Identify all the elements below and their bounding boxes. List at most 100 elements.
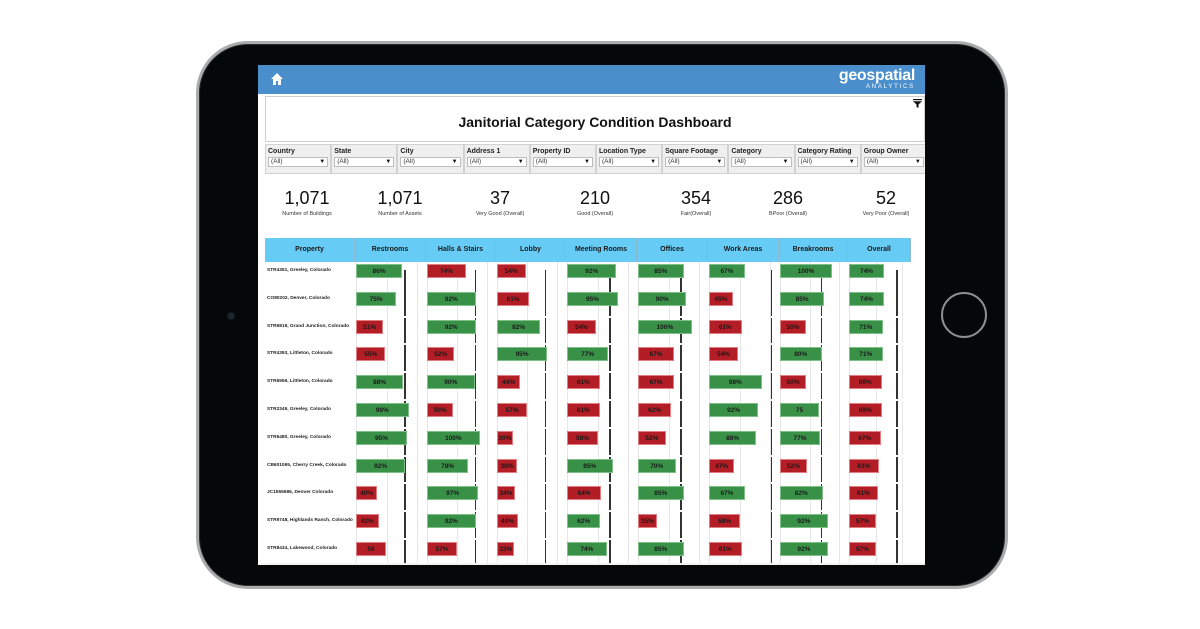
- score-bar-breakrooms[interactable]: 50%: [780, 319, 806, 334]
- score-bar-lobby[interactable]: 30%: [497, 430, 513, 445]
- filter-square-footage-select[interactable]: (All) ▼: [665, 157, 726, 167]
- score-bar-lobby[interactable]: 38%: [497, 458, 518, 473]
- score-bar-overall[interactable]: 57%: [849, 514, 876, 529]
- filter-category-select[interactable]: (All) ▼: [731, 157, 792, 167]
- table-row[interactable]: STR6819, Grand Junction, Colorado 51% 92% 8…: [265, 317, 925, 346]
- score-bar-lobby[interactable]: 33%: [497, 542, 515, 556]
- score-bar-offices[interactable]: 85%: [638, 264, 684, 278]
- filter-state-select[interactable]: (All) ▼: [334, 157, 395, 167]
- chevron-down-icon[interactable]: ▼: [517, 159, 524, 165]
- score-bar-offices[interactable]: 62%: [638, 403, 672, 417]
- table-row[interactable]: STR8434, Lakewood, Colorado 56 57% 33% 74% 85…: [265, 540, 925, 565]
- score-bar-work-areas[interactable]: 54%: [709, 347, 738, 362]
- score-bar-offices[interactable]: 90%: [638, 291, 687, 306]
- score-bar-halls-stairs[interactable]: 57%: [427, 542, 458, 556]
- score-bar-meeting-rooms[interactable]: 61%: [567, 403, 600, 417]
- score-bar-meeting-rooms[interactable]: 64%: [567, 486, 602, 501]
- chevron-down-icon[interactable]: ▼: [650, 159, 657, 165]
- table-row[interactable]: JC1555686, Denver Colorado 40% 97% 34% 64% 85…: [265, 484, 925, 513]
- score-bar-work-areas[interactable]: 45%: [709, 291, 734, 306]
- score-bar-lobby[interactable]: 95%: [497, 347, 548, 362]
- score-bar-work-areas[interactable]: 92%: [709, 403, 759, 417]
- score-bar-lobby[interactable]: 44%: [497, 375, 521, 390]
- score-bar-lobby[interactable]: 34%: [497, 486, 515, 501]
- score-bar-breakrooms[interactable]: 77%: [780, 430, 821, 445]
- score-bar-halls-stairs[interactable]: 90%: [427, 375, 475, 390]
- score-bar-halls-stairs[interactable]: 50%: [427, 403, 454, 417]
- table-row[interactable]: STR9748, Highlands Ranch, Colorado 42% 92%…: [265, 512, 925, 540]
- score-bar-breakrooms[interactable]: 80%: [780, 347, 822, 362]
- score-bar-overall[interactable]: 69%: [849, 375, 882, 390]
- filter-category-rating-select[interactable]: (All) ▼: [797, 157, 858, 167]
- score-bar-overall[interactable]: 71%: [849, 319, 883, 334]
- score-bar-work-areas[interactable]: 61%: [709, 319, 742, 334]
- score-bar-overall[interactable]: 74%: [849, 291, 884, 306]
- score-bar-meeting-rooms[interactable]: 95%: [567, 291, 618, 306]
- filter-location-type-select[interactable]: (All) ▼: [598, 157, 660, 167]
- score-bar-halls-stairs[interactable]: 92%: [427, 319, 476, 334]
- score-bar-offices[interactable]: 100%: [638, 319, 692, 334]
- score-bar-offices[interactable]: 85%: [638, 542, 684, 556]
- score-bar-halls-stairs[interactable]: 97%: [427, 486, 479, 501]
- score-bar-restrooms[interactable]: 40%: [356, 486, 378, 501]
- score-bar-breakrooms[interactable]: 52%: [780, 458, 808, 473]
- score-bar-lobby[interactable]: 61%: [497, 291, 530, 306]
- score-bar-restrooms[interactable]: 88%: [356, 375, 404, 390]
- filter-city-select[interactable]: (All) ▼: [400, 157, 461, 167]
- score-bar-meeting-rooms[interactable]: 77%: [567, 347, 609, 362]
- score-bar-meeting-rooms[interactable]: 92%: [567, 264, 617, 278]
- score-bar-work-areas[interactable]: 58%: [709, 514, 741, 529]
- chevron-down-icon[interactable]: ▼: [782, 159, 789, 165]
- column-header-restrooms[interactable]: Restrooms: [355, 238, 426, 262]
- table-row[interactable]: CB601065, Cherry Creek, Colorado 92% 78% 38…: [265, 456, 925, 485]
- score-bar-lobby[interactable]: 82%: [497, 319, 541, 334]
- score-bar-meeting-rooms[interactable]: 85%: [567, 458, 613, 473]
- filter-address-1-select[interactable]: (All) ▼: [466, 157, 527, 167]
- score-bar-breakrooms[interactable]: 92%: [780, 514, 828, 529]
- score-bar-breakrooms[interactable]: 82%: [780, 486, 823, 501]
- score-bar-restrooms[interactable]: 75%: [356, 291, 397, 306]
- score-bar-meeting-rooms[interactable]: 58%: [567, 430, 599, 445]
- score-bar-work-areas[interactable]: 67%: [709, 264, 745, 278]
- score-bar-restrooms[interactable]: 98%: [356, 403, 409, 417]
- score-bar-restrooms[interactable]: 55%: [356, 347, 386, 362]
- score-bar-meeting-rooms[interactable]: 54%: [567, 319, 596, 334]
- column-header-property[interactable]: Property: [265, 238, 355, 262]
- table-row[interactable]: STR4351, Greeley, Colorado 86% 74% 54% 92% 85…: [265, 262, 925, 290]
- score-bar-halls-stairs[interactable]: 100%: [427, 430, 480, 445]
- score-bar-breakrooms[interactable]: 85%: [780, 291, 825, 306]
- filter-group-owner-select[interactable]: (All) ▼: [863, 157, 924, 167]
- tablet-home-button[interactable]: [941, 292, 987, 338]
- score-bar-breakrooms[interactable]: 75: [780, 403, 819, 417]
- score-bar-breakrooms[interactable]: 92%: [780, 542, 828, 556]
- score-bar-restrooms[interactable]: 92%: [356, 458, 406, 473]
- column-header-meeting-rooms[interactable]: Meeting Rooms: [566, 238, 637, 262]
- filter-icon[interactable]: [913, 99, 922, 108]
- score-bar-restrooms[interactable]: 95%: [356, 430, 407, 445]
- score-bar-halls-stairs[interactable]: 92%: [427, 514, 476, 529]
- table-row[interactable]: STR6556, Littleton, Colorado 88% 90% 44% 61%…: [265, 373, 925, 401]
- score-bar-work-areas[interactable]: 47%: [709, 458, 735, 473]
- score-bar-overall[interactable]: 74%: [849, 264, 884, 278]
- score-bar-offices[interactable]: 35%: [638, 514, 657, 529]
- chevron-down-icon[interactable]: ▼: [848, 159, 855, 165]
- score-bar-breakrooms[interactable]: 100%: [780, 264, 832, 278]
- score-bar-lobby[interactable]: 57%: [497, 403, 528, 417]
- score-bar-halls-stairs[interactable]: 74%: [427, 264, 467, 278]
- home-icon[interactable]: [270, 72, 284, 86]
- score-bar-offices[interactable]: 67%: [638, 347, 674, 362]
- score-bar-overall[interactable]: 67%: [849, 430, 881, 445]
- score-bar-work-areas[interactable]: 88%: [709, 430, 757, 445]
- column-header-offices[interactable]: Offices: [637, 238, 708, 262]
- table-row[interactable]: STR4393, Littleton, Colorado 55% 52% 95% 77%…: [265, 345, 925, 374]
- score-bar-meeting-rooms[interactable]: 61%: [567, 375, 600, 390]
- score-bar-overall[interactable]: 57%: [849, 542, 876, 556]
- chevron-down-icon[interactable]: ▼: [583, 159, 590, 165]
- table-row[interactable]: CO80202, Denver, Colorado 75% 92% 61% 95% 90%…: [265, 289, 925, 318]
- score-bar-work-areas[interactable]: 98%: [709, 375, 762, 390]
- score-bar-overall[interactable]: 69%: [849, 403, 882, 417]
- table-row[interactable]: STR2349, Greeley, Colorado 98% 50% 57% 61% 62…: [265, 401, 925, 429]
- score-bar-offices[interactable]: 85%: [638, 486, 684, 501]
- table-row[interactable]: STR6480, Greeley, Colorado 95% 100% 30% 58% 5…: [265, 428, 925, 457]
- column-header-work-areas[interactable]: Work Areas: [708, 238, 779, 262]
